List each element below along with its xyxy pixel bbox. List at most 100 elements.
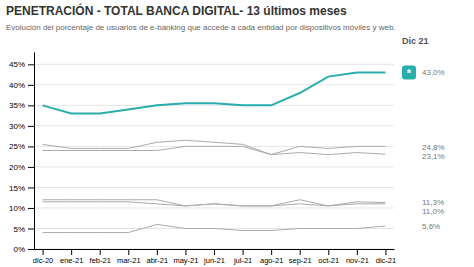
x-tick: may-21 — [173, 249, 198, 265]
x-tick-label: feb-21 — [90, 256, 111, 265]
x-tick: ago-21 — [260, 249, 283, 265]
x-axis: dic-20 ene-21 feb-21 mar-21 abr-21 may-21 jun-… — [33, 249, 396, 265]
y-tick-label: 10% — [9, 204, 25, 213]
grid-line — [34, 105, 394, 106]
y-tick: 5% — [13, 225, 34, 234]
x-tick-mark — [128, 249, 129, 255]
y-tick-mark — [28, 228, 34, 229]
y-tick-mark — [28, 249, 34, 250]
x-tick: sep-21 — [289, 249, 312, 265]
x-tick-label: dic-20 — [33, 256, 53, 265]
grid-line — [34, 125, 394, 126]
subtitle: Evolución del porcentaje de usuarios de … — [6, 23, 396, 32]
chart: PENETRACIÓN - TOTAL BANCA DIGITAL- 13 úl… — [0, 0, 474, 267]
x-tick-mark — [71, 249, 72, 255]
title: PENETRACIÓN - TOTAL BANCA DIGITAL- 13 úl… — [6, 3, 347, 18]
x-tick-label: oct-21 — [318, 256, 339, 265]
y-tick-label: 15% — [9, 183, 25, 192]
x-tick-mark — [214, 249, 215, 255]
y-tick: 10% — [9, 204, 34, 213]
y-tick-mark — [28, 146, 34, 147]
y-tick-mark — [28, 167, 34, 168]
x-tick-label: may-21 — [173, 256, 198, 265]
series-line — [43, 146, 386, 154]
y-tick-mark — [28, 187, 34, 188]
x-tick: dic-20 — [33, 249, 53, 265]
y-tick-mark — [28, 64, 34, 65]
y-tick: 35% — [9, 101, 34, 110]
y-tick: 45% — [9, 60, 34, 69]
y-tick-mark — [28, 208, 34, 209]
y-tick-label: 30% — [9, 122, 25, 131]
grid-line — [34, 84, 394, 85]
x-tick: jul-21 — [233, 249, 252, 265]
annotation-label: 24,8% — [422, 143, 445, 152]
y-tick-label: 35% — [9, 101, 25, 110]
x-tick: ene-21 — [60, 249, 83, 265]
lines — [43, 73, 386, 233]
y-tick: 25% — [9, 142, 34, 151]
x-tick: mar-21 — [117, 249, 141, 265]
annotation-label: 43,0% — [422, 68, 445, 77]
y-tick: 0% — [13, 245, 34, 254]
x-tick-label: ago-21 — [260, 256, 283, 265]
x-tick-label: abr-21 — [147, 256, 169, 265]
x-tick-label: nov-21 — [346, 256, 369, 265]
x-tick-mark — [43, 249, 44, 255]
y-axis: 0% 5% 10% 15% 20% 25% 30% 35% 40% 45% — [9, 53, 35, 255]
x-tick-label: jul-21 — [233, 256, 252, 265]
y-tick: 15% — [9, 183, 34, 192]
x-tick: feb-21 — [90, 249, 111, 265]
y-tick-mark — [28, 126, 34, 127]
y-tick-label: 0% — [13, 245, 25, 254]
plot: 0% 5% 10% 15% 20% 25% 30% 35% 40% 45% dic-20 ene-21… — [9, 36, 445, 265]
x-tick-label: jun-21 — [203, 256, 225, 265]
annotation-label: 5,6% — [422, 222, 440, 231]
x-tick: dic-21 — [376, 249, 396, 265]
y-tick-label: 45% — [9, 60, 25, 69]
grid-line — [34, 166, 394, 167]
x-tick-mark — [100, 249, 101, 255]
grid-line — [34, 207, 394, 208]
grid-line — [34, 64, 394, 65]
annotation-header: Dic 21 — [402, 36, 429, 46]
y-tick-label: 25% — [9, 142, 25, 151]
y-tick: 20% — [9, 163, 34, 172]
x-tick-label: ene-21 — [60, 256, 83, 265]
x-tick-mark — [300, 249, 301, 255]
x-tick-label: sep-21 — [289, 256, 312, 265]
series-line — [43, 224, 386, 232]
y-tick-mark — [28, 85, 34, 86]
x-tick: oct-21 — [318, 249, 339, 265]
x-tick-mark — [357, 249, 358, 255]
series-line — [43, 202, 386, 206]
annotations: Dic 21 * 43,0% 24,8%23,1% 11,3%11,0% 5,6% — [402, 36, 445, 231]
annotation-label: 23,1% — [422, 152, 445, 161]
y-tick: 30% — [9, 122, 34, 131]
x-tick-label: mar-21 — [117, 256, 141, 265]
grid-line — [34, 187, 394, 188]
x-tick-mark — [385, 249, 386, 255]
annotation-badge — [402, 66, 416, 80]
y-tick-label: 5% — [13, 225, 25, 234]
x-tick-mark — [328, 249, 329, 255]
x-tick: abr-21 — [147, 249, 169, 265]
y-tick: 40% — [9, 81, 34, 90]
y-tick-mark — [28, 105, 34, 106]
annotation-badge-text: * — [407, 67, 412, 79]
x-tick-mark — [243, 249, 244, 255]
x-tick-label: dic-21 — [376, 256, 396, 265]
y-axis-line — [34, 53, 35, 250]
series-line — [43, 200, 386, 206]
series-line — [43, 73, 386, 114]
series-line — [43, 140, 386, 154]
annotation-label: 11,0% — [422, 207, 444, 216]
x-tick-mark — [185, 249, 186, 255]
y-tick-label: 40% — [9, 81, 25, 90]
x-tick: nov-21 — [346, 249, 369, 265]
x-tick-mark — [157, 249, 158, 255]
y-tick-label: 20% — [9, 163, 25, 172]
annotation-label: 11,3% — [422, 198, 444, 207]
x-tick: jun-21 — [203, 249, 225, 265]
grid — [34, 64, 394, 249]
